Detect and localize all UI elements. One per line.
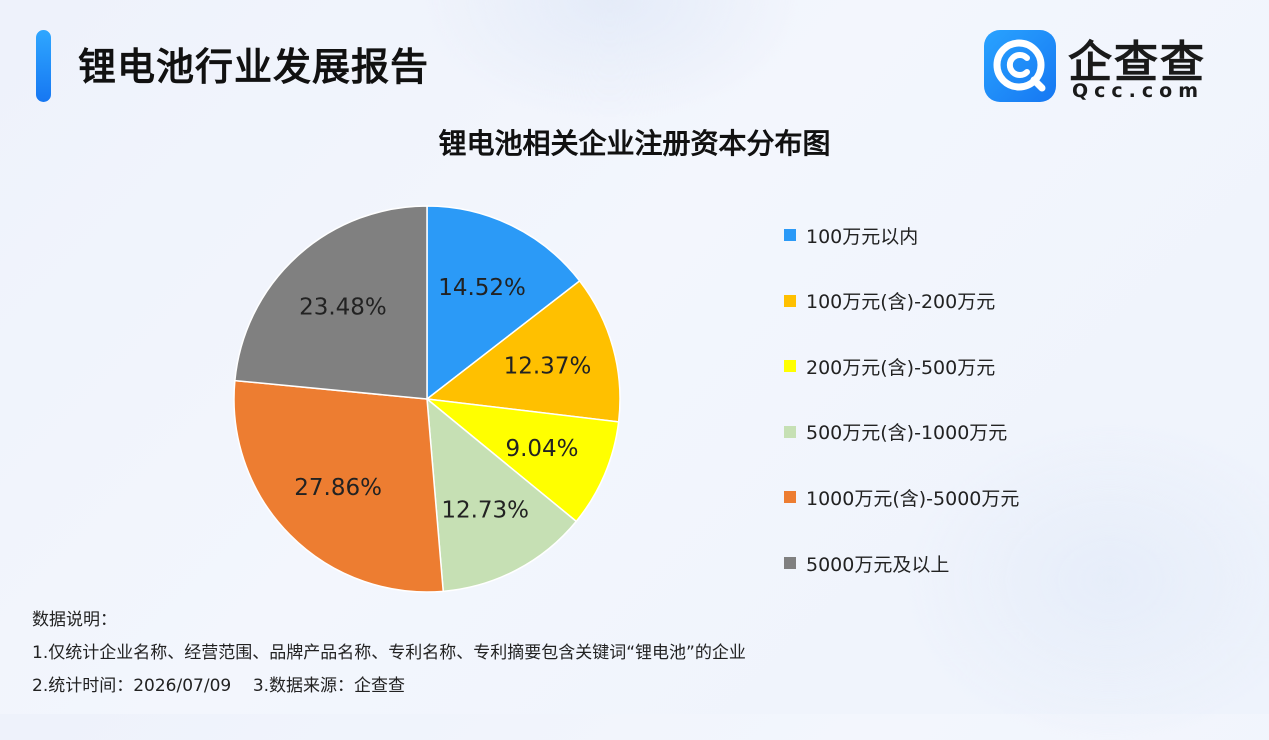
title-accent-bar <box>36 30 51 102</box>
pie-slice-label: 27.86% <box>294 475 382 501</box>
pie-slice-label: 9.04% <box>505 436 578 462</box>
legend-swatch <box>784 360 796 373</box>
legend-item: 1000万元(含)-5000万元 <box>784 482 1019 512</box>
pie-slice <box>426 397 578 593</box>
legend-item: 100万元(含)-200万元 <box>784 286 995 316</box>
pie-slice-label: 14.52% <box>438 275 526 301</box>
pie-chart: 14.52% 12.37% 9.04% 12.73% 27.86% 23.48% <box>233 205 621 593</box>
pie-slice <box>424 397 620 523</box>
qcc-logo: 企查查 Qcc.com <box>984 30 1224 106</box>
pie-slice-label: 12.73% <box>441 498 529 524</box>
legend-swatch <box>784 491 796 504</box>
legend-item: 200万元(含)-500万元 <box>784 351 995 381</box>
data-notes: 数据说明： 1.仅统计企业名称、经营范围、品牌产品名称、专利名称、专利摘要包含关… <box>32 604 746 703</box>
pie-slice-label: 23.48% <box>299 294 387 320</box>
report-title: 锂电池行业发展报告 <box>78 45 430 89</box>
legend-item: 100万元以内 <box>784 220 918 250</box>
pie-slice <box>234 205 428 400</box>
logo-name-cn: 企查查 <box>1068 37 1206 88</box>
legend-item: 5000万元及以上 <box>784 548 949 578</box>
legend-swatch <box>784 229 796 241</box>
qcc-logo-icon <box>984 30 1056 102</box>
pie-slice-label: 12.37% <box>504 354 592 380</box>
legend-swatch <box>784 294 796 307</box>
pie-slice <box>425 279 621 423</box>
legend-label: 1000万元(含)-5000万元 <box>806 487 1020 510</box>
pie-slice <box>426 205 581 401</box>
legend-item: 500万元(含)-1000万元 <box>784 417 1007 447</box>
notes-line-2: 2.统计时间：2026/07/09 3.数据来源：企查查 <box>32 676 406 696</box>
pie-slice <box>233 379 445 593</box>
notes-heading: 数据说明： <box>32 610 117 630</box>
chart-title: 锂电池相关企业注册资本分布图 <box>438 127 831 160</box>
logo-name-en: Qcc.com <box>1072 80 1205 102</box>
notes-line-1: 1.仅统计企业名称、经营范围、品牌产品名称、专利名称、专利摘要包含关键词“锂电池… <box>32 643 746 663</box>
legend-label: 100万元以内 <box>806 225 919 248</box>
legend-label: 100万元(含)-200万元 <box>806 291 996 314</box>
legend-label: 5000万元及以上 <box>806 553 950 576</box>
legend-swatch <box>784 425 796 438</box>
background-decoration <box>900 420 1269 740</box>
legend-label: 200万元(含)-500万元 <box>806 356 996 379</box>
legend-label: 500万元(含)-1000万元 <box>806 422 1008 445</box>
legend-swatch <box>784 557 796 569</box>
